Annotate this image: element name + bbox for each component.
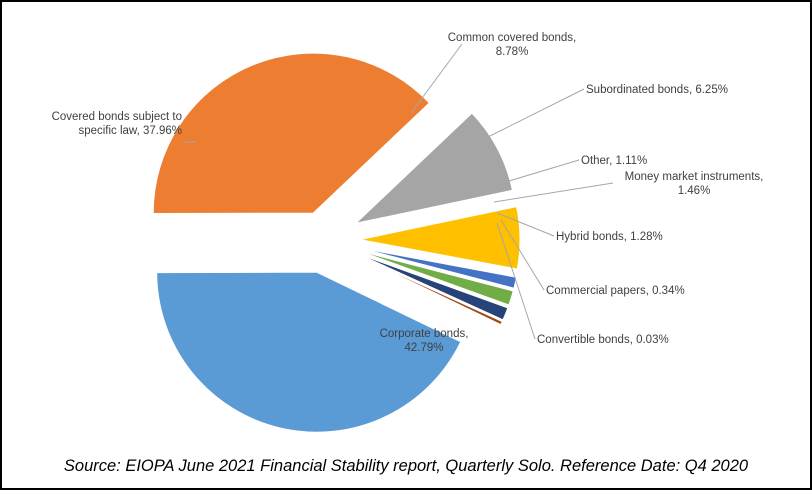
data-label-subordinated-bonds: Subordinated bonds, 6.25% bbox=[586, 84, 728, 96]
data-label-covered-bonds-subject-to-specific-law: Covered bonds subject to specific law, 37… bbox=[52, 111, 182, 137]
data-label-corporate-bonds: Corporate bonds, 42.79% bbox=[380, 328, 469, 354]
pie-slice-other bbox=[359, 247, 517, 289]
data-label-commercial-papers: Commercial papers, 0.34% bbox=[546, 285, 685, 297]
leader-line-money-market-instruments bbox=[493, 182, 614, 203]
leader-line-commercial-papers bbox=[500, 219, 545, 291]
leader-line-hybrid-bonds bbox=[496, 212, 555, 237]
source-note: Source: EIOPA June 2021 Financial Stabil… bbox=[63, 457, 749, 475]
leader-line-convertible-bonds bbox=[496, 222, 536, 340]
pie-slice-money-market-instruments bbox=[358, 250, 514, 306]
data-label-common-covered-bonds: Common covered bonds, 8.78% bbox=[448, 32, 576, 58]
data-label-money-market-instruments: Money market instruments, 1.46% bbox=[625, 171, 764, 197]
data-label-other: Other, 1.11% bbox=[581, 155, 647, 167]
pie-slice-covered-bonds-subject-to-specific-law bbox=[152, 52, 430, 215]
pie-slice-subordinated-bonds bbox=[359, 206, 521, 270]
pie-slice-corporate-bonds bbox=[156, 271, 462, 433]
leader-line-common-covered-bonds bbox=[410, 43, 463, 114]
data-label-hybrid-bonds: Hybrid bonds, 1.28% bbox=[556, 231, 663, 243]
pie-slice-hybrid-bonds bbox=[357, 253, 509, 321]
leader-line-subordinated-bonds bbox=[477, 88, 585, 143]
leader-line-other bbox=[488, 159, 580, 188]
data-label-convertible-bonds: Convertible bonds, 0.03% bbox=[537, 334, 669, 346]
pie-slice-common-covered-bonds bbox=[354, 112, 514, 225]
pie-slice-convertible-bonds bbox=[356, 255, 502, 326]
